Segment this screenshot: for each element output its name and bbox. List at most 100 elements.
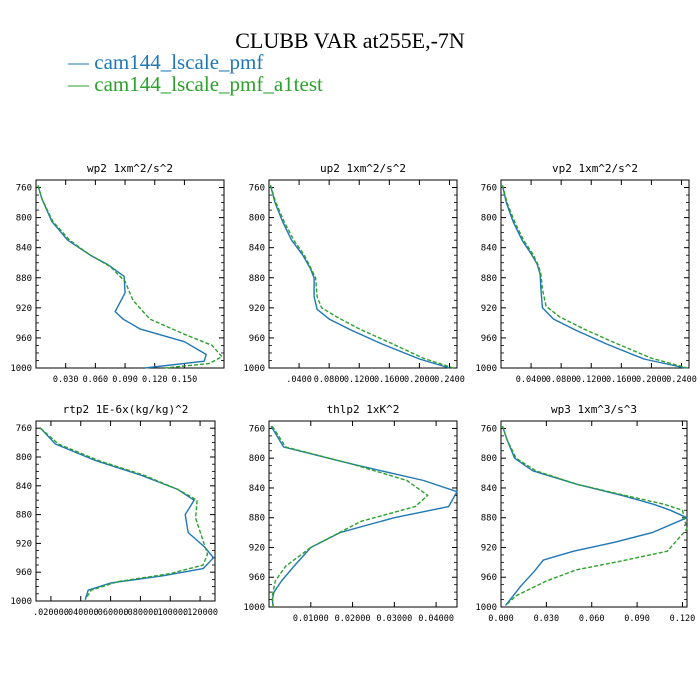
x-tick-label: 0.1200 <box>344 375 375 385</box>
panel-title: wp3 1xm^3/s^3 <box>551 403 637 416</box>
x-tick-label: .120000 <box>182 608 218 618</box>
y-tick-label: 1000 <box>475 603 497 613</box>
series-line-2 <box>40 427 209 600</box>
legend-entry-2: — cam144_lscale_pmf_a1test <box>68 72 323 97</box>
y-tick-label: 1000 <box>475 364 497 374</box>
x-tick-label: 0.090 <box>624 614 650 624</box>
panel-2: up2 1xm^2/s^2 760 800 840 880 920 960 1000 .0400… <box>243 162 465 385</box>
y-tick-label: 840 <box>481 484 497 494</box>
x-tick-label: 0.2000 <box>636 375 667 385</box>
y-tick-label: 760 <box>249 184 265 194</box>
x-tick-label: .060000 <box>93 608 129 618</box>
panel-5: thlp2 1xK^2 760 800 840 880 920 960 1000 0.01000… <box>243 403 458 624</box>
y-tick-label: 840 <box>16 482 32 492</box>
y-tick-label: 920 <box>249 543 265 553</box>
x-tick-label: 0.000 <box>488 614 514 624</box>
y-tick-label: 840 <box>481 244 497 254</box>
y-tick-label: 840 <box>249 484 265 494</box>
panel-6: wp3 1xm^3/s^3 760 800 840 880 920 960 10000.000… <box>475 403 695 624</box>
y-tick-label: 800 <box>481 454 497 464</box>
y-tick-label: 920 <box>481 543 497 553</box>
x-tick-label: 0.2400 <box>434 375 465 385</box>
panel-title: up2 1xm^2/s^2 <box>320 162 406 175</box>
x-tick-label: 0.120 <box>670 614 696 624</box>
y-tick-label: 880 <box>16 274 32 284</box>
y-tick-label: 1000 <box>10 364 32 374</box>
x-tick-label: 0.1600 <box>374 375 405 385</box>
series-line-1 <box>501 425 688 606</box>
y-tick-label: 840 <box>16 244 32 254</box>
y-tick-label: 760 <box>481 424 497 434</box>
x-tick-label: 0.060 <box>579 614 605 624</box>
x-tick-label: .020000 <box>33 608 69 618</box>
y-tick-label: 760 <box>16 424 32 434</box>
legend-line-marker: — <box>68 72 95 96</box>
y-tick-label: 800 <box>481 214 497 224</box>
x-tick-label: 0.03000 <box>376 614 412 624</box>
panel-title: vp2 1xm^2/s^2 <box>552 162 638 175</box>
y-tick-label: 800 <box>249 454 265 464</box>
legend-entry-1: — cam144_lscale_pmf <box>68 50 263 75</box>
x-tick-label: 0.090 <box>112 375 138 385</box>
panel-frame <box>268 179 458 369</box>
series-line-2 <box>271 425 429 608</box>
panel-title: rtp2 1E-6x(kg/kg)^2 <box>63 403 189 416</box>
series-line-2 <box>501 185 688 369</box>
y-tick-label: 880 <box>16 511 32 521</box>
series-line-1 <box>501 185 686 369</box>
series-line-2 <box>269 185 454 369</box>
series-line-1 <box>269 185 450 369</box>
y-tick-label: 800 <box>16 214 32 224</box>
x-tick-label: 0.0800 <box>314 375 345 385</box>
y-tick-label: 920 <box>16 539 32 549</box>
y-tick-label: 880 <box>481 274 497 284</box>
series-line-1 <box>270 425 458 608</box>
y-tick-label: 960 <box>249 334 265 344</box>
x-tick-label: 0.0800 <box>546 375 577 385</box>
x-tick-label: .040000 <box>63 608 99 618</box>
panel-frame <box>35 179 225 369</box>
x-tick-label: 0.2000 <box>404 375 435 385</box>
x-tick-label: .0400 <box>286 375 312 385</box>
y-tick-label: 960 <box>481 334 497 344</box>
x-tick-label: 0.150 <box>172 375 198 385</box>
y-tick-label: 920 <box>481 304 497 314</box>
series-line-2 <box>501 425 688 607</box>
x-tick-label: 0.02000 <box>335 614 371 624</box>
figure-title: CLUBB VAR at255E,-7N <box>235 28 465 53</box>
x-tick-label: 0.120 <box>142 375 168 385</box>
x-tick-label: 0.060 <box>83 375 109 385</box>
x-tick-label: .080000 <box>123 608 159 618</box>
y-tick-label: 1000 <box>10 597 32 607</box>
y-tick-label: 760 <box>16 184 32 194</box>
y-tick-label: 960 <box>16 568 32 578</box>
y-tick-label: 760 <box>249 424 265 434</box>
legend-line-marker: — <box>68 50 95 74</box>
y-tick-label: 1000 <box>243 603 265 613</box>
panel-title: wp2 1xm^2/s^2 <box>87 162 173 175</box>
x-tick-label: 0.030 <box>534 614 560 624</box>
y-tick-label: 840 <box>249 244 265 254</box>
x-tick-label: 0.1200 <box>576 375 607 385</box>
legend-entry-2-label: cam144_lscale_pmf_a1test <box>94 72 323 96</box>
y-tick-label: 920 <box>16 304 32 314</box>
y-tick-label: 760 <box>481 184 497 194</box>
panel-4: rtp2 1E-6x(kg/kg)^2 760 800 840 880 920 960 100… <box>10 403 218 618</box>
x-tick-label: 0.2400 <box>666 375 697 385</box>
y-tick-label: 960 <box>16 334 32 344</box>
x-tick-label: .100000 <box>152 608 188 618</box>
series-line-1 <box>39 427 215 600</box>
y-tick-label: 920 <box>249 304 265 314</box>
y-tick-label: 960 <box>481 573 497 583</box>
panel-1: wp2 1xm^2/s^2 760 800 840 880 920 960 1000 0.030… <box>10 162 225 385</box>
panel-3: vp2 1xm^2/s^2 760 800 840 880 920 960 1000 0.040… <box>475 162 697 385</box>
y-tick-label: 1000 <box>243 364 265 374</box>
y-tick-label: 800 <box>16 453 32 463</box>
y-tick-label: 880 <box>249 274 265 284</box>
y-tick-label: 880 <box>481 514 497 524</box>
panel-title: thlp2 1xK^2 <box>327 403 400 416</box>
x-tick-label: 0.1600 <box>606 375 637 385</box>
panel-frame <box>500 179 690 369</box>
